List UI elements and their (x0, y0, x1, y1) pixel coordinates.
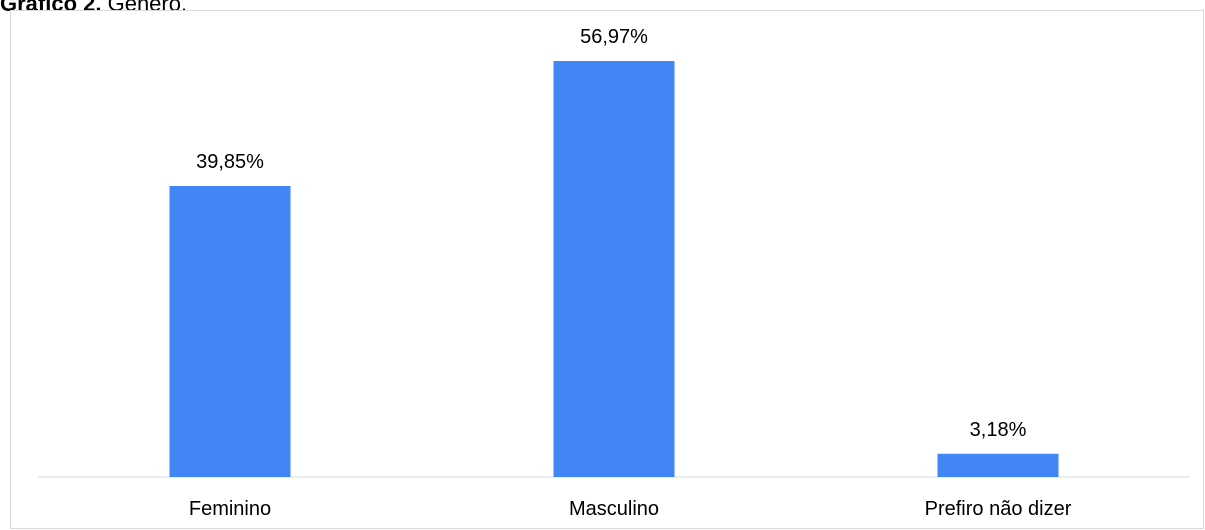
category-label-1: Masculino (569, 498, 659, 520)
value-label-0: 39,85% (196, 151, 264, 173)
bar-1 (553, 61, 675, 477)
bar-2 (937, 453, 1059, 477)
value-label-1: 56,97% (580, 26, 648, 48)
category-label-0: Feminino (189, 498, 271, 520)
category-label-group: Feminino Masculino Prefiro não dizer (189, 498, 1072, 520)
category-label-2: Prefiro não dizer (925, 498, 1072, 520)
bar-group (169, 61, 1059, 477)
value-label-2: 3,18% (970, 419, 1027, 441)
bar-0 (169, 186, 291, 477)
value-label-group: 39,85% 56,97% 3,18% (196, 26, 1026, 441)
